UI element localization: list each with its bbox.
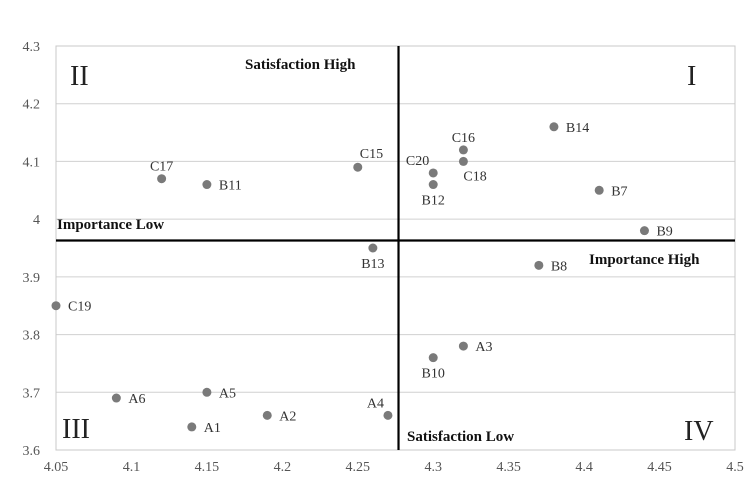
data-point — [534, 260, 544, 270]
importance-low-label: Importance Low — [57, 217, 164, 233]
data-point — [639, 226, 649, 236]
x-tick-label: 4.5 — [726, 460, 744, 475]
data-point — [549, 122, 559, 132]
x-tick-label: 4.05 — [44, 460, 69, 475]
data-point — [187, 422, 197, 432]
data-point — [428, 180, 438, 190]
data-point-label: C16 — [452, 131, 475, 146]
data-point-label: A6 — [128, 392, 145, 407]
data-point — [353, 162, 363, 172]
satisfaction-high-label: Satisfaction High — [245, 57, 356, 73]
data-point — [458, 156, 468, 166]
data-point-label: C18 — [463, 169, 486, 184]
quadrant-label-iii: III — [62, 414, 90, 445]
data-point-label: B10 — [422, 367, 445, 382]
x-tick-label: 4.2 — [274, 460, 292, 475]
data-point-label: A4 — [367, 396, 384, 411]
data-point — [383, 410, 393, 420]
data-point — [458, 341, 468, 351]
data-point-label: B13 — [361, 257, 384, 272]
data-point-label: B11 — [219, 179, 242, 194]
data-point-label: C15 — [360, 147, 383, 162]
data-point-label: B7 — [611, 184, 627, 199]
y-tick-label: 3.9 — [23, 271, 41, 286]
data-point-label: C20 — [406, 154, 429, 169]
plot-area-frame — [55, 45, 736, 451]
data-point — [111, 393, 121, 403]
y-tick-label: 4.1 — [23, 155, 41, 170]
quadrant-label-i: I — [687, 61, 696, 92]
x-tick-label: 4.15 — [195, 460, 220, 475]
gridlines — [56, 45, 735, 451]
data-points: B14 C16 C18 C20 B12 B7 B9 C15 C17 B11 B13 B8 C19 A3 B1… — [51, 121, 673, 436]
data-point — [594, 185, 604, 195]
data-point-label: C17 — [150, 160, 173, 175]
data-point-label: B12 — [422, 194, 445, 209]
y-tick-label: 3.6 — [23, 444, 41, 459]
tick-labels: 3.6 3.7 3.8 3.9 4 4.1 4.2 4.3 4.05 4.1 4.15 4.2 4.25… — [23, 40, 744, 475]
quadrant-label-iv: IV — [684, 416, 714, 447]
data-point — [368, 243, 378, 253]
data-point — [428, 168, 438, 178]
x-tick-label: 4.35 — [496, 460, 521, 475]
x-tick-label: 4.45 — [647, 460, 672, 475]
x-tick-label: 4.25 — [346, 460, 371, 475]
data-point — [262, 410, 272, 420]
data-point — [202, 387, 212, 397]
x-tick-label: 4.3 — [424, 460, 442, 475]
data-point — [428, 353, 438, 363]
importance-high-label: Importance High — [589, 252, 700, 268]
data-point-label: A1 — [204, 421, 221, 436]
y-tick-label: 3.7 — [23, 386, 41, 401]
data-point-label: B14 — [566, 121, 589, 136]
data-point — [458, 145, 468, 155]
data-point — [51, 301, 61, 311]
data-point-label: B9 — [656, 225, 672, 240]
quadrant-label-ii: II — [70, 61, 89, 92]
x-tick-label: 4.1 — [123, 460, 141, 475]
y-tick-label: 3.8 — [23, 329, 41, 344]
x-tick-label: 4.4 — [575, 460, 593, 475]
data-point-label: C19 — [68, 300, 91, 315]
data-point-label: A3 — [475, 340, 492, 355]
y-tick-label: 4 — [33, 213, 40, 228]
y-tick-label: 4.2 — [23, 98, 41, 113]
satisfaction-low-label: Satisfaction Low — [407, 429, 514, 445]
y-tick-label: 4.3 — [23, 40, 41, 55]
data-point-label: A5 — [219, 386, 236, 401]
data-point-label: A2 — [279, 409, 296, 424]
data-point — [157, 174, 167, 184]
data-point — [202, 180, 212, 190]
data-point-label: B8 — [551, 259, 567, 274]
